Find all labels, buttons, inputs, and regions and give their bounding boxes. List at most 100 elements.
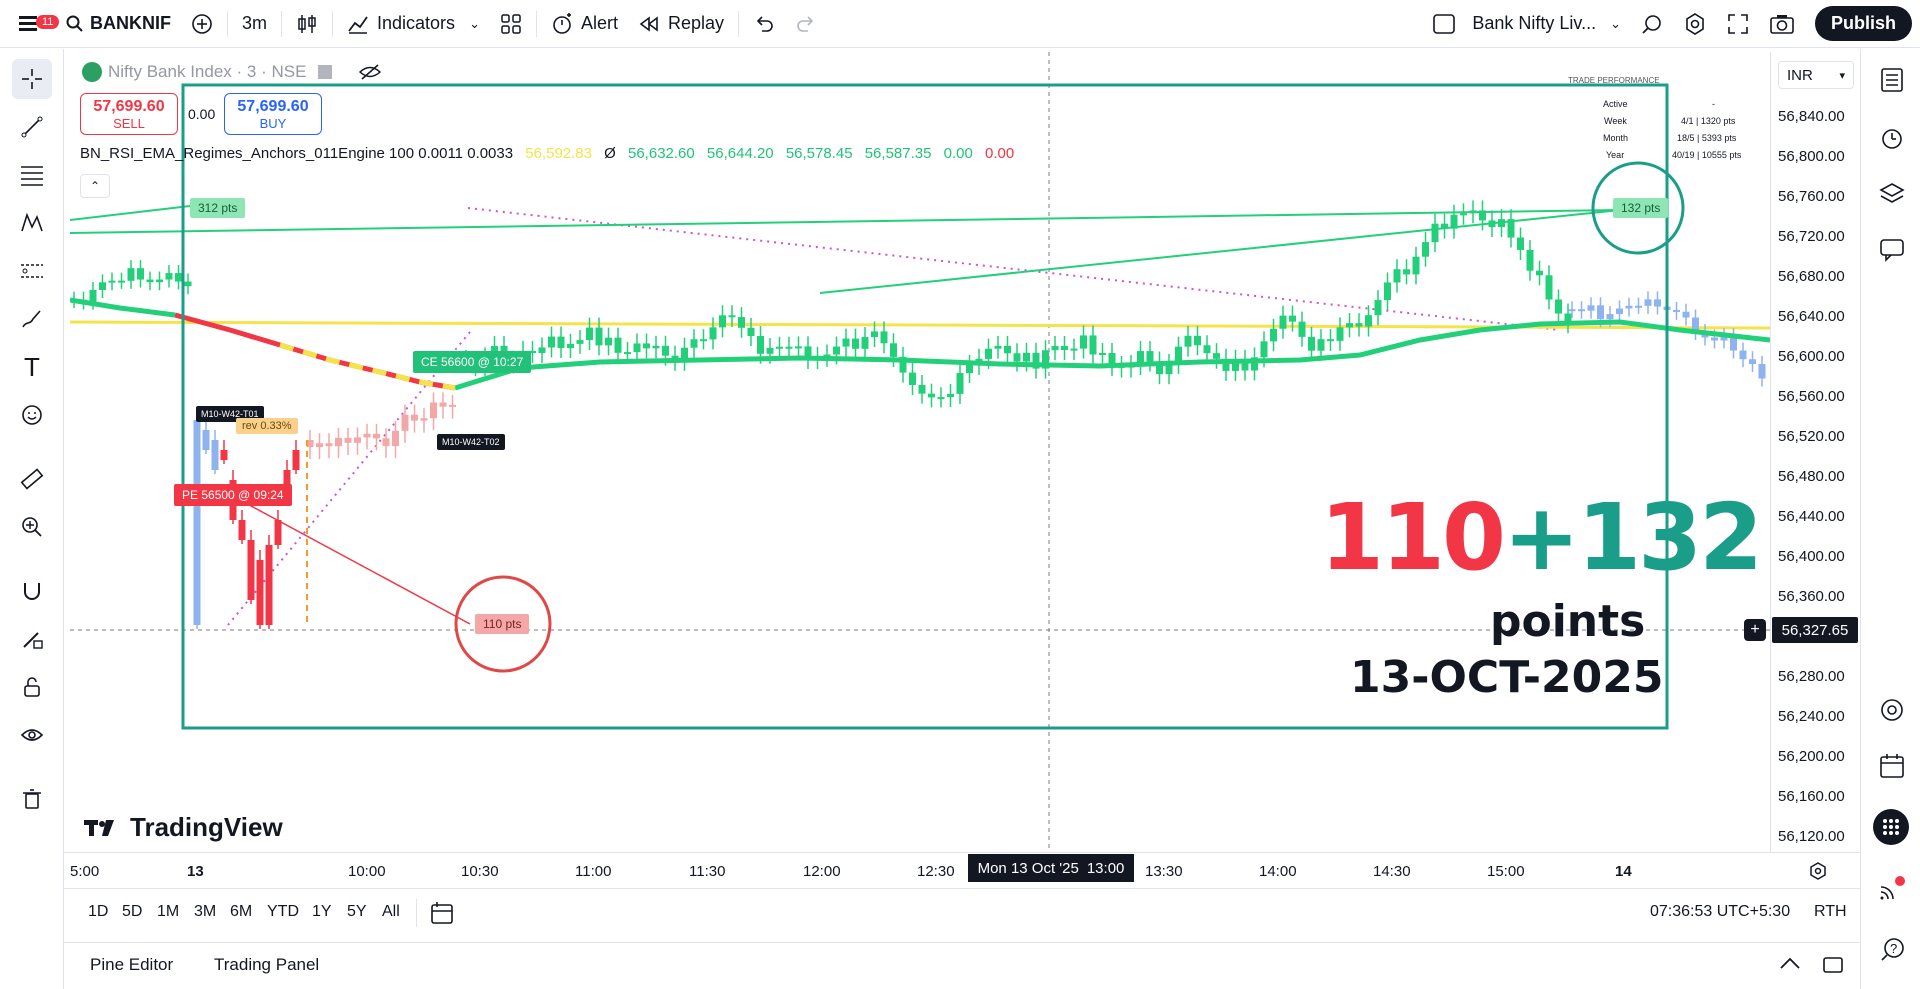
currency-selector[interactable]: INR ▾ — [1778, 61, 1854, 89]
emoji-tool[interactable] — [12, 395, 52, 435]
price-chart[interactable] — [70, 52, 1770, 852]
magnet-tool[interactable] — [12, 571, 52, 611]
candle-body — [127, 268, 135, 281]
alerts-panel-button[interactable] — [1875, 121, 1909, 155]
tab-trading-panel[interactable]: Trading Panel — [214, 955, 320, 974]
clock-label[interactable]: 07:36:53 UTC+5:30 — [1650, 903, 1791, 920]
snapshot-button[interactable] — [1759, 0, 1805, 48]
range-button[interactable]: 6M — [230, 903, 253, 920]
candle-body — [265, 545, 273, 625]
range-button[interactable]: 1M — [157, 903, 180, 920]
range-button[interactable]: 3M — [194, 903, 217, 920]
trendline-tool[interactable] — [12, 107, 52, 147]
remove-drawings-tool[interactable] — [12, 779, 52, 819]
candle-body — [757, 336, 764, 354]
price-label: 56,360.00 — [1778, 588, 1845, 605]
publish-button[interactable]: Publish — [1814, 6, 1912, 41]
time-axis[interactable]: 5:00 13 10:00 10:30 11:00 11:30 12:00 12… — [64, 852, 1860, 888]
chart-type-button[interactable] — [286, 0, 328, 48]
indicator-legend[interactable]: BN_RSI_EMA_Regimes_Anchors_011Engine 100… — [80, 145, 1014, 162]
screener-button[interactable] — [1875, 693, 1909, 727]
range-button[interactable]: YTD — [267, 903, 299, 920]
add-price-alert-button[interactable]: + — [1744, 619, 1766, 641]
measure-tool[interactable] — [12, 459, 52, 499]
tab-pine-editor[interactable]: Pine Editor — [90, 955, 174, 974]
candle-body — [247, 540, 255, 600]
range-button[interactable]: 1Y — [312, 903, 332, 920]
alert-button[interactable]: Alert — [541, 0, 628, 48]
interval-button[interactable]: 3m — [242, 13, 268, 33]
price-label: 56,840.00 — [1778, 108, 1845, 125]
redo-button[interactable] — [785, 0, 827, 48]
candle-body — [1089, 335, 1097, 355]
chevron-up-icon: ⌃ — [89, 179, 101, 193]
price-label: 56,240.00 — [1778, 708, 1845, 725]
candle-body — [1384, 282, 1391, 301]
brush-tool[interactable] — [12, 299, 52, 339]
quick-search-button[interactable] — [1631, 0, 1673, 48]
sell-button[interactable]: 57,699.60 SELL — [80, 93, 178, 135]
symbol-search[interactable]: BANKNIF — [56, 0, 181, 48]
candle-body — [1289, 315, 1296, 322]
object-tree-button[interactable] — [1875, 177, 1909, 211]
redo-icon — [797, 15, 814, 32]
candle-body — [804, 346, 812, 359]
range-button[interactable]: 5D — [122, 903, 143, 920]
bottom-panel: Pine Editor Trading Panel — [64, 942, 1860, 989]
lock-drawings-tool[interactable] — [12, 667, 52, 707]
candle-body — [852, 338, 859, 349]
candle-body — [728, 315, 736, 318]
question-chat-icon: ? — [1881, 938, 1904, 961]
crosshair-tool[interactable] — [12, 59, 52, 99]
maximize-panel-icon[interactable] — [1822, 955, 1844, 980]
range-button[interactable]: 5Y — [347, 903, 367, 920]
candle-body — [1597, 305, 1604, 320]
fullscreen-button[interactable] — [1717, 0, 1759, 48]
goto-date-button[interactable] — [430, 901, 456, 930]
candle-body — [776, 346, 783, 349]
collapse-legend-button[interactable]: ⌃ — [80, 174, 110, 198]
axis-settings-icon[interactable] — [1808, 861, 1828, 886]
tradingview-logo[interactable]: TradingView — [84, 812, 283, 843]
replay-button[interactable]: Replay — [628, 0, 734, 48]
chevron-up-icon[interactable] — [1778, 953, 1802, 978]
layouts-button[interactable] — [490, 0, 532, 48]
range-button[interactable]: All — [382, 903, 400, 920]
chats-button[interactable] — [1875, 233, 1909, 267]
candle-body — [928, 393, 935, 398]
zoom-tool[interactable] — [12, 507, 52, 547]
candle-body — [1711, 337, 1718, 341]
fib-tool[interactable] — [12, 155, 52, 195]
text-tool[interactable]: T — [12, 347, 52, 387]
apps-button[interactable] — [1873, 809, 1909, 845]
top-toolbar: 11 BANKNIF 3m Indicators ⌄ Alert Replay … — [0, 0, 1920, 48]
candle-body — [918, 384, 926, 394]
settings-button[interactable] — [1673, 0, 1717, 48]
buy-button[interactable]: 57,699.60 BUY — [224, 93, 322, 135]
eye-off-icon[interactable] — [358, 63, 382, 81]
candle-body — [1422, 242, 1429, 257]
watchlist-button[interactable] — [1875, 63, 1909, 97]
price-scale[interactable] — [1770, 52, 1860, 852]
candle-body — [1587, 305, 1595, 311]
hide-drawings-tool[interactable] — [12, 715, 52, 755]
layout-selector[interactable]: Bank Nifty Liv... ⌄ — [1422, 0, 1631, 48]
indicators-button[interactable]: Indicators ⌄ — [337, 0, 490, 48]
calendar-button[interactable] — [1875, 749, 1909, 783]
candle-body — [909, 372, 916, 385]
stay-drawing-tool[interactable] — [12, 619, 52, 659]
range-button[interactable]: 1D — [88, 903, 109, 920]
candle-body — [1673, 309, 1680, 312]
candle-body — [966, 364, 973, 374]
undo-button[interactable] — [743, 0, 785, 48]
help-button[interactable]: ? — [1875, 933, 1909, 967]
candle-body — [738, 317, 745, 328]
session-label[interactable]: RTH — [1814, 903, 1847, 920]
broadcast-button[interactable] — [1875, 871, 1909, 905]
candle-body — [1308, 336, 1315, 351]
candle-body — [1260, 341, 1268, 358]
pattern-tool[interactable] — [12, 203, 52, 243]
forecast-tool[interactable] — [12, 251, 52, 291]
user-menu[interactable]: 11 — [0, 13, 60, 35]
compare-button[interactable] — [181, 0, 223, 48]
